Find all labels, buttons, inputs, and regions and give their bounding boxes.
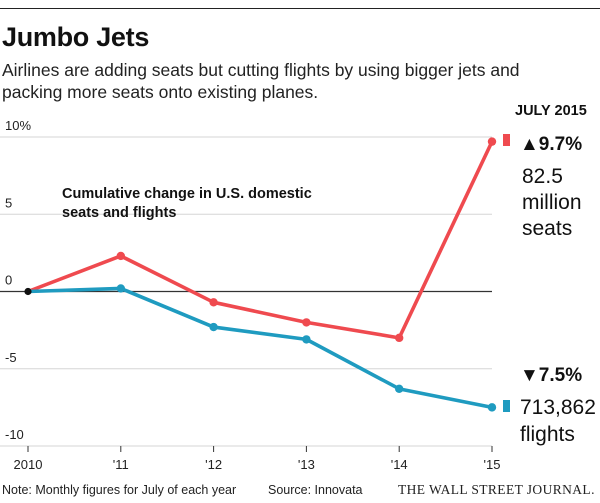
- seats-legend-swatch: [503, 134, 510, 146]
- x-tick-label: '13: [298, 457, 315, 472]
- flights-point: [116, 284, 126, 293]
- seats-point: [395, 333, 404, 343]
- seats-count-line1: 82.5: [522, 165, 563, 188]
- seats-change-label: ▲9.7%: [520, 134, 582, 155]
- x-tick-label: '15: [484, 457, 501, 472]
- chart-title: Jumbo Jets: [2, 22, 150, 52]
- source-note: Source: Innovata: [268, 483, 363, 497]
- seats-line: [26, 139, 494, 340]
- seats-count-line2: million: [522, 191, 582, 214]
- y-axis-ticks: 10% 5 0 -5 -10: [5, 118, 31, 442]
- flights-legend-swatch: [503, 400, 510, 412]
- y-tick-label: 0: [5, 273, 12, 288]
- seats-point: [487, 137, 497, 146]
- seats-point: [116, 251, 126, 261]
- flights-point: [209, 322, 218, 332]
- x-axis-ticks: 2010 '11 '12 '13 '14 '15: [14, 446, 501, 472]
- seats-count-line3: seats: [522, 217, 572, 240]
- flights-count-line1: 713,862: [520, 396, 596, 419]
- publication-logo: THE WALL STREET JOURNAL.: [398, 482, 595, 497]
- chart-label-line2: seats and flights: [62, 205, 176, 221]
- x-tick-label: '12: [205, 457, 222, 472]
- y-tick-label: -5: [5, 350, 17, 365]
- y-tick-label: -10: [5, 427, 24, 442]
- seats-point: [209, 298, 218, 307]
- x-tick-label: 2010: [14, 457, 43, 472]
- flights-point: [395, 384, 404, 394]
- chart-label-line1: Cumulative change in U.S. domestic: [62, 186, 312, 202]
- flights-point: [302, 335, 311, 344]
- flights-line: [26, 286, 494, 410]
- y-tick-label: 10%: [5, 118, 31, 133]
- y-tick-label: 5: [5, 195, 12, 210]
- flights-point: [487, 403, 497, 412]
- flights-count-line2: flights: [520, 423, 575, 446]
- x-tick-label: '11: [113, 457, 129, 472]
- x-tick-label: '14: [391, 457, 408, 472]
- date-label: JULY 2015: [515, 103, 587, 119]
- top-rule: [0, 8, 600, 9]
- chart-subtitle: Airlines are adding seats but cutting fl…: [2, 60, 520, 102]
- seats-point: [302, 318, 311, 327]
- data-series: [24, 137, 497, 412]
- footnote: Note: Monthly figures for July of each y…: [2, 483, 237, 497]
- origin-point: [24, 287, 32, 296]
- flights-change-label: ▼7.5%: [520, 365, 582, 386]
